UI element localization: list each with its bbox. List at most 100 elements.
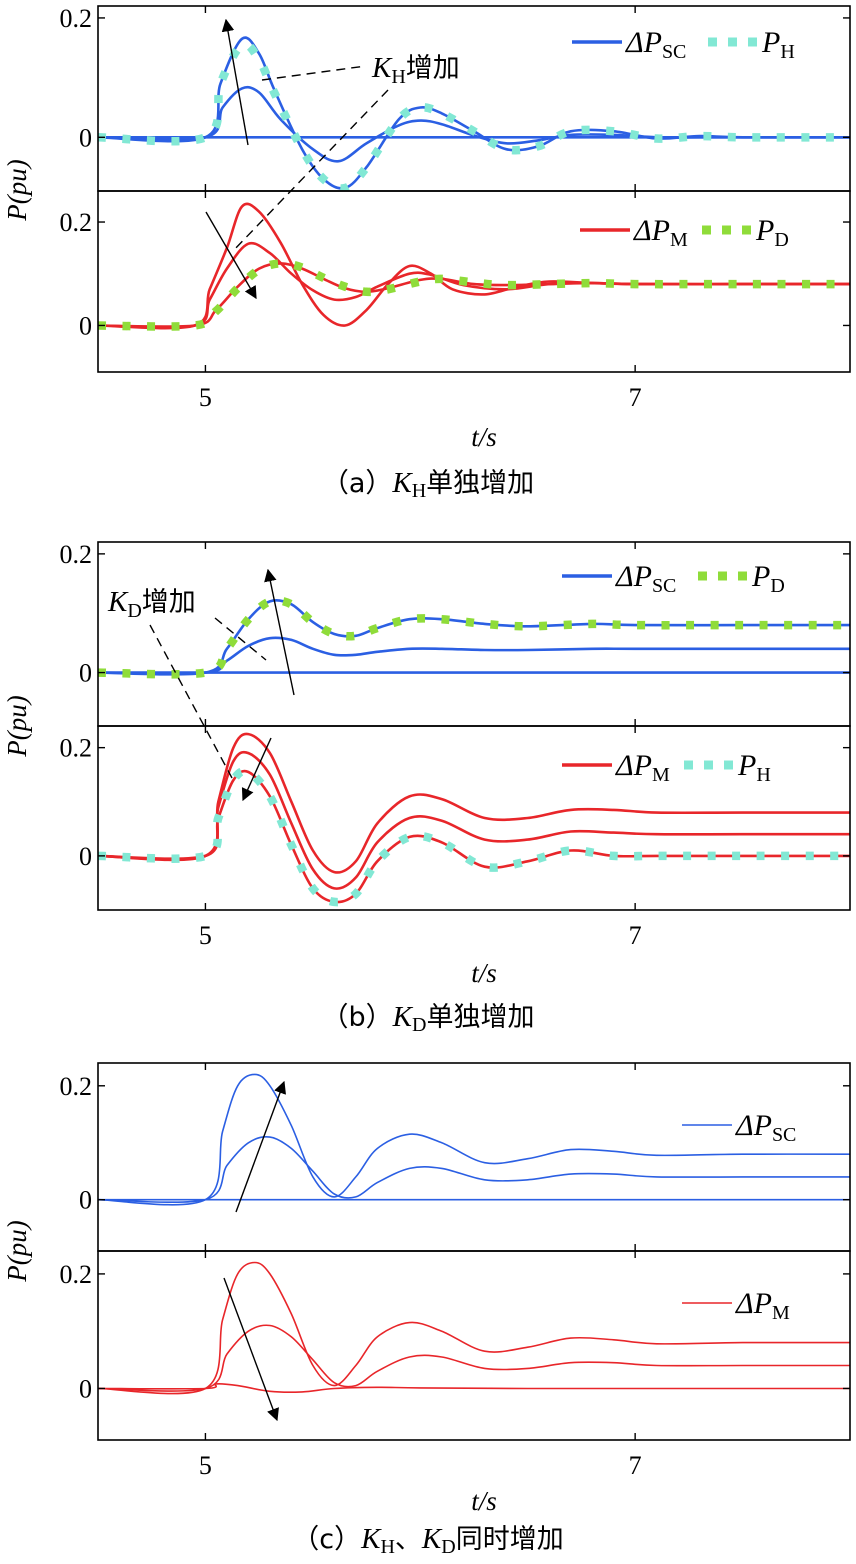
legend-label: PD — [751, 560, 785, 597]
legend-entry-1: PD — [702, 214, 789, 251]
legend-label: ΔPM — [633, 214, 688, 251]
legend-entry-0: ΔPSC — [572, 26, 686, 63]
annotation-kd-increase: KD增加 — [107, 586, 196, 622]
legend-label: ΔPM — [735, 1287, 790, 1324]
series-1-line — [98, 1324, 850, 1392]
increase-arrow — [235, 1080, 286, 1213]
legend-entry-0: ΔPSC — [562, 560, 676, 597]
annotation-text: 增加 — [406, 53, 460, 84]
series-1-line — [98, 750, 850, 890]
caption-k: K — [392, 1001, 414, 1033]
caption-prefix: （c） — [292, 1524, 361, 1555]
x-axis-label: t/s — [471, 422, 497, 452]
series-2-line — [98, 36, 850, 190]
legend-name: ΔP — [615, 749, 652, 782]
increase-arrow — [205, 211, 257, 300]
x-tick-label: 5 — [199, 1451, 212, 1480]
caption-k: K — [391, 467, 413, 499]
series-3-dotted-line — [98, 39, 850, 191]
annotation-kh-increase: KH增加 — [371, 52, 460, 88]
legend-sub: M — [670, 229, 688, 251]
increase-arrow — [223, 1277, 279, 1422]
y-tick-label: 0.2 — [60, 208, 93, 237]
legend-entry-0: ΔPSC — [682, 1109, 796, 1146]
y-axis-label: P(pu) — [2, 159, 32, 221]
caption-suffix: 单独增加 — [426, 468, 534, 499]
chart-0-panel-0: 0 0.2 ΔPSC PH — [60, 4, 851, 192]
legend-sub: D — [770, 575, 784, 597]
series-3-dotted-line — [98, 766, 850, 907]
caption-sub: H — [380, 1536, 394, 1558]
y-tick-label: 0 — [79, 123, 92, 152]
panel-frame — [97, 1062, 851, 1252]
panel-frame — [97, 5, 851, 192]
caption-k2: K — [421, 1523, 443, 1555]
series-0-line — [98, 202, 850, 330]
legend-sub: SC — [772, 1124, 796, 1146]
legend-sub: SC — [662, 41, 686, 63]
series-3-dotted-line — [98, 596, 850, 679]
legend-label: ΔPSC — [625, 26, 686, 63]
series-1-line — [98, 85, 850, 163]
caption-suffix: 单独增加 — [426, 1002, 534, 1033]
legend-name: ΔP — [633, 214, 670, 247]
legend-sub: H — [780, 41, 794, 63]
y-tick-label: 0 — [79, 659, 92, 688]
increase-arrow — [264, 568, 295, 696]
legend-sub: M — [772, 1302, 790, 1324]
panel-frame — [97, 541, 851, 727]
legend-name: ΔP — [735, 1287, 772, 1320]
y-tick-label: 0 — [79, 1186, 92, 1215]
legend-name: P — [755, 214, 774, 247]
legend-label: PH — [761, 26, 795, 63]
increase-arrow — [241, 737, 272, 802]
panel-frame — [97, 725, 851, 911]
caption-suffix: 同时增加 — [456, 1524, 564, 1555]
chart-0-panel-1: 0 0.2 ΔPM PD — [60, 190, 851, 373]
panel-frame — [97, 1250, 851, 1441]
series-group — [98, 596, 850, 679]
caption-sub: D — [412, 1014, 426, 1036]
y-tick-label: 0 — [79, 311, 92, 340]
legend-entry-1: PH — [684, 749, 771, 786]
legend-label: ΔPSC — [615, 560, 676, 597]
legend-name: ΔP — [735, 1109, 772, 1142]
caption: （c）KH、KD同时增加 — [292, 1523, 563, 1558]
caption: （b）KD单独增加 — [322, 1001, 535, 1036]
legend-sub: H — [756, 764, 770, 786]
legend-name: ΔP — [615, 560, 652, 593]
y-tick-label: 0.2 — [60, 1072, 93, 1101]
series-2-line — [98, 1073, 850, 1206]
caption-sub: H — [412, 480, 426, 502]
legend-entry-0: ΔPM — [562, 749, 670, 786]
legend-entry-0: ΔPM — [682, 1287, 790, 1324]
legend-entry-0: ΔPM — [580, 214, 688, 251]
x-tick-label: 5 — [199, 921, 212, 950]
legend-name: P — [751, 560, 770, 593]
legend-entry-1: PH — [708, 26, 795, 63]
legend-sub: D — [774, 229, 788, 251]
series-group — [98, 732, 850, 907]
legend-name: P — [761, 26, 780, 59]
series-2-line — [98, 599, 850, 676]
legend-label: ΔPSC — [735, 1109, 796, 1146]
caption-sub2: D — [441, 1536, 455, 1558]
y-tick-label: 0.2 — [60, 4, 93, 33]
series-group — [98, 1261, 850, 1395]
annotation-sub: D — [127, 600, 141, 622]
leader-line — [231, 89, 389, 253]
legend-label: PH — [737, 749, 771, 786]
series-1-line — [98, 1136, 850, 1204]
annotation-k: K — [371, 52, 393, 84]
x-tick-label: 7 — [629, 1451, 642, 1480]
y-tick-label: 0.2 — [60, 734, 93, 763]
series-group — [98, 36, 850, 191]
chart-1-panel-1: 0 0.2 ΔPM PH — [60, 725, 851, 911]
caption-k: K — [360, 1523, 382, 1555]
legend-entry-1: PD — [698, 560, 785, 597]
